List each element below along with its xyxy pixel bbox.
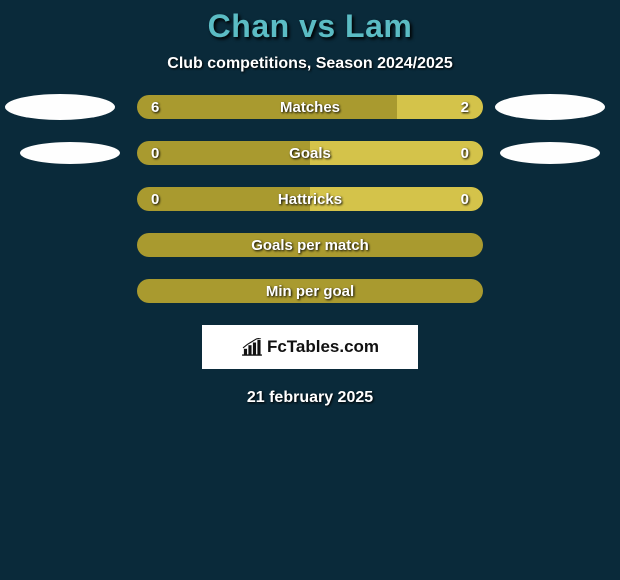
player-right-marker [500,142,600,164]
stat-label: Goals per match [251,237,369,254]
stat-row: 62Matches [0,95,620,119]
stat-row: Min per goal [0,279,620,303]
stat-label: Matches [137,99,483,116]
subtitle: Club competitions, Season 2024/2025 [0,55,620,73]
stat-bar: 00Goals [137,141,483,165]
player-left-marker [5,94,115,120]
page-title: Chan vs Lam [0,8,620,45]
stat-label: Goals [137,145,483,162]
stat-bar: 00Hattricks [137,187,483,211]
comparison-infographic: Chan vs Lam Club competitions, Season 20… [0,0,620,407]
player-right-marker [495,94,605,120]
stat-bar: Goals per match [137,233,483,257]
logo-box: FcTables.com [202,325,418,369]
player-left-marker [20,142,120,164]
stat-row: 00Hattricks [0,187,620,211]
stat-label: Hattricks [137,191,483,208]
stat-bar: Min per goal [137,279,483,303]
stat-bar: 62Matches [137,95,483,119]
stat-row: Goals per match [0,233,620,257]
stat-label: Min per goal [266,283,354,300]
logo-text: FcTables.com [267,337,379,357]
logo: FcTables.com [241,337,379,357]
bar-chart-icon [241,338,263,356]
date: 21 february 2025 [0,389,620,407]
stat-row: 00Goals [0,141,620,165]
stat-rows: 62Matches 00Goals 00Hattricks Goals per mat… [0,95,620,303]
